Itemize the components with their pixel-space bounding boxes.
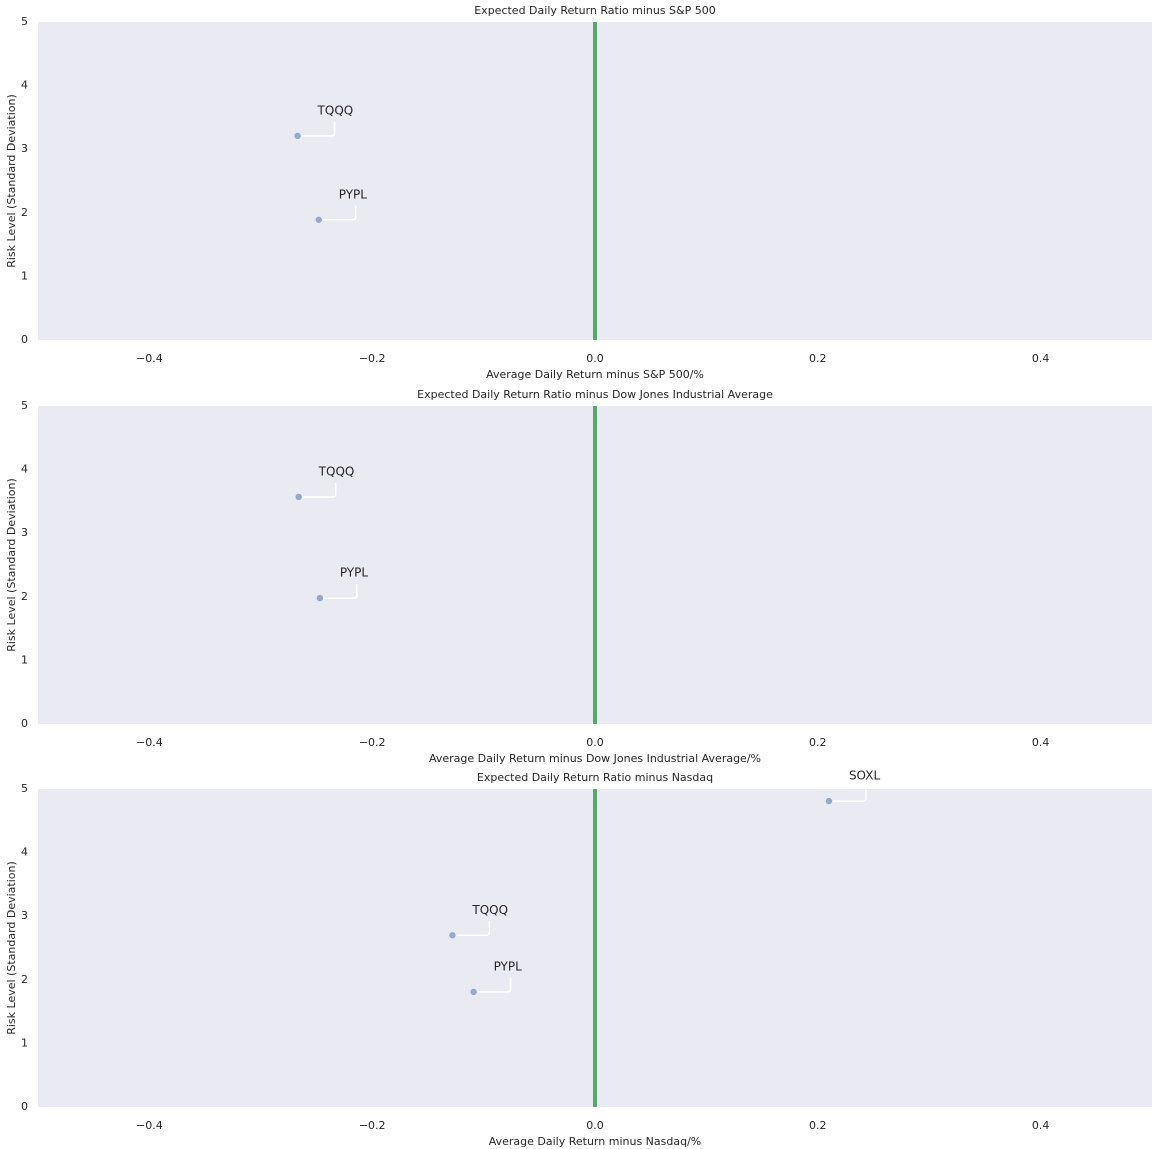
annotation-connector [302, 482, 337, 498]
y-tick-label: 4 [21, 846, 28, 859]
y-tick-label: 0 [21, 717, 28, 730]
point [294, 132, 301, 140]
y-tick-label: 2 [21, 206, 28, 219]
y-tick-label: 3 [21, 526, 28, 539]
x-axis-label: Average Daily Return minus S&P 500/% [486, 368, 704, 381]
x-tick-label: −0.4 [136, 736, 163, 749]
x-tick-label: −0.2 [359, 736, 386, 749]
y-tick-label: 1 [21, 269, 28, 282]
y-tick-label: 3 [21, 909, 28, 922]
y-tick-label: 1 [21, 653, 28, 666]
x-tick-label: −0.4 [136, 352, 163, 365]
x-tick-label: 0.2 [809, 736, 827, 749]
y-tick-label: 3 [21, 142, 28, 155]
y-tick-label: 0 [21, 333, 28, 346]
annotation-connector [301, 121, 336, 137]
annotation-connector [832, 787, 867, 802]
annotation-connector [322, 205, 357, 221]
x-tick-label: 0.4 [1032, 1119, 1050, 1132]
y-tick-label: 5 [21, 399, 28, 412]
point-label: PYPL [340, 566, 369, 580]
point-label: TQQQ [317, 103, 354, 117]
y-axis-label: Risk Level (Standard Deviation) [5, 478, 18, 652]
y-tick-label: 2 [21, 973, 28, 986]
x-tick-label: 0.0 [586, 736, 604, 749]
chart-title: Expected Daily Return Ratio minus Nasdaq [477, 771, 713, 784]
y-tick-label: 2 [21, 590, 28, 603]
annotation-connector [323, 584, 358, 599]
point [470, 988, 477, 996]
y-tick-label: 0 [21, 1100, 28, 1113]
point-label: SOXL [849, 769, 881, 783]
y-tick-label: 1 [21, 1036, 28, 1049]
x-tick-label: 0.0 [586, 352, 604, 365]
x-tick-label: −0.2 [359, 1119, 386, 1132]
x-tick-label: 0.2 [809, 1119, 827, 1132]
annotation-connector [456, 921, 491, 937]
point [449, 932, 456, 939]
point [825, 797, 833, 805]
chart-title: Expected Daily Return Ratio minus S&P 50… [474, 4, 716, 17]
x-tick-label: 0.2 [809, 352, 827, 365]
point-label: TQQQ [471, 903, 508, 917]
y-tick-label: 5 [21, 15, 28, 28]
point [315, 216, 322, 223]
y-tick-label: 4 [21, 79, 28, 92]
y-tick-label: 4 [21, 463, 28, 476]
point-label: PYPL [339, 187, 368, 201]
point-label: PYPL [494, 959, 523, 973]
chart-title: Expected Daily Return Ratio minus Dow Jo… [417, 388, 773, 401]
x-tick-label: −0.4 [136, 1119, 163, 1132]
point [316, 594, 324, 602]
x-tick-label: 0.4 [1032, 352, 1050, 365]
y-axis-label: Risk Level (Standard Deviation) [5, 861, 18, 1035]
x-axis-label: Average Daily Return minus Dow Jones Ind… [429, 752, 761, 765]
point-label: TQQQ [318, 464, 355, 478]
y-axis-label: Risk Level (Standard Deviation) [5, 94, 18, 268]
y-tick-label: 5 [21, 782, 28, 795]
x-tick-label: −0.2 [359, 352, 386, 365]
x-axis-label: Average Daily Return minus Nasdaq/% [489, 1135, 702, 1148]
point [295, 493, 302, 501]
x-tick-label: 0.4 [1032, 736, 1050, 749]
annotation-connector [477, 977, 512, 993]
x-tick-label: 0.0 [586, 1119, 604, 1132]
